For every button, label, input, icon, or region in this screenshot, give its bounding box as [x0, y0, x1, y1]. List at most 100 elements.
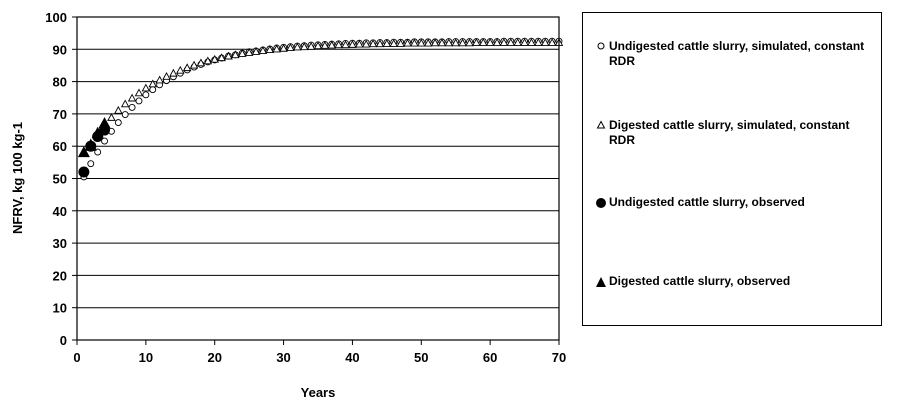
y-tick-label: 50	[53, 172, 67, 187]
data-point-open-triangle	[403, 38, 412, 47]
gridlines	[77, 48, 559, 309]
y-tick-label: 80	[53, 75, 67, 90]
data-point-open-triangle	[279, 43, 288, 52]
data-point-open-triangle	[520, 38, 529, 46]
y-axis-ticks: 0 10 20 30 40 50 60 70 80 90 100	[45, 10, 77, 348]
data-point-open-triangle	[210, 54, 219, 63]
data-point-open-triangle	[375, 39, 385, 48]
x-tick-label: 70	[552, 350, 566, 365]
data-point-open-triangle	[499, 38, 509, 46]
data-point-open-triangle	[120, 99, 130, 108]
open-triangle-marker-icon	[593, 118, 609, 130]
data-point-open-triangle	[217, 53, 226, 62]
x-axis-ticks: 0 10 20 30 40 50 60 70	[73, 340, 566, 365]
legend-item-undigested-observed: Undigested cattle slurry, observed	[593, 195, 873, 210]
legend-item-digested-simulated: Digested cattle slurry, simulated, const…	[593, 118, 873, 148]
data-point-open-circle	[128, 103, 136, 111]
data-point-open-triangle	[368, 39, 378, 48]
chart-plot: 0 10 20 30 40 50 60 70 80 90 100 0 10 20 30 40 50 60 70 Y…	[10, 10, 566, 400]
data-point-open-circle	[142, 91, 150, 99]
data-point-open-triangle	[107, 113, 116, 121]
data-point-open-triangle	[265, 45, 275, 53]
series-open-circle	[80, 37, 563, 181]
data-point-open-triangle	[231, 50, 240, 59]
filled-circle-marker-icon	[593, 195, 609, 209]
series-filled-triangle	[77, 117, 111, 158]
x-tick-label: 0	[73, 350, 80, 365]
data-point-open-triangle	[272, 44, 281, 53]
y-tick-label: 60	[53, 139, 67, 154]
y-tick-label: 30	[53, 236, 67, 251]
data-point-open-triangle	[203, 56, 213, 65]
y-tick-label: 10	[53, 301, 67, 316]
data-point-open-triangle	[127, 93, 137, 102]
data-point-open-triangle	[320, 41, 330, 49]
legend-label: Digested cattle slurry, simulated, const…	[609, 118, 850, 147]
data-point-open-triangle	[341, 40, 350, 49]
data-point-open-triangle	[244, 48, 254, 56]
data-point-open-triangle	[423, 38, 433, 47]
data-point-open-triangle	[389, 39, 399, 47]
data-point-open-triangle	[506, 38, 516, 46]
data-point-open-triangle	[306, 41, 316, 50]
data-point-open-triangle	[299, 42, 309, 51]
x-axis-title: Years	[301, 385, 336, 400]
data-point-open-triangle	[485, 38, 495, 46]
data-point-filled-triangle	[98, 117, 111, 129]
data-point-open-triangle	[382, 39, 392, 47]
data-point-filled-triangle	[91, 126, 104, 138]
series-open-triangle	[79, 38, 564, 157]
data-point-open-triangle	[182, 63, 192, 72]
data-point-open-triangle	[237, 49, 247, 57]
data-point-open-triangle	[327, 40, 337, 49]
x-tick-label: 10	[139, 350, 153, 365]
open-circle-marker-icon	[593, 39, 609, 51]
data-point-open-triangle	[444, 38, 454, 47]
data-point-open-triangle	[169, 68, 178, 77]
data-point-open-triangle	[176, 65, 185, 74]
data-point-open-triangle	[196, 58, 206, 67]
legend-label: Undigested cattle slurry, simulated, con…	[609, 39, 865, 68]
plot-frame	[76, 16, 560, 341]
data-point-open-triangle	[189, 60, 199, 69]
x-tick-label: 30	[276, 350, 290, 365]
y-tick-label: 0	[60, 333, 67, 348]
data-point-open-triangle	[148, 79, 158, 88]
y-tick-label: 70	[53, 107, 67, 122]
y-tick-label: 20	[53, 268, 67, 283]
data-point-open-triangle	[478, 38, 488, 46]
data-point-open-circle	[121, 111, 129, 118]
data-point-open-triangle	[334, 40, 343, 49]
data-point-open-circle	[114, 119, 122, 127]
data-point-open-triangle	[430, 38, 440, 47]
y-tick-label: 100	[45, 10, 67, 25]
legend: Undigested cattle slurry, simulated, con…	[582, 12, 882, 326]
data-point-open-triangle	[465, 38, 474, 47]
data-point-open-triangle	[286, 43, 295, 52]
data-point-open-triangle	[417, 38, 426, 47]
data-point-open-triangle	[134, 88, 144, 97]
data-point-open-triangle	[251, 47, 261, 55]
y-tick-label: 90	[53, 42, 67, 57]
data-point-open-triangle	[534, 38, 543, 46]
filled-triangle-marker-icon	[593, 274, 609, 288]
data-series	[77, 37, 564, 181]
data-point-open-circle	[101, 137, 108, 145]
data-point-open-triangle	[396, 39, 405, 47]
data-point-open-circle	[87, 160, 95, 168]
data-point-open-triangle	[155, 75, 164, 84]
data-point-filled-triangle	[77, 146, 90, 158]
data-point-open-triangle	[224, 51, 233, 60]
data-point-open-triangle	[451, 38, 460, 47]
data-point-open-triangle	[355, 39, 364, 48]
y-tick-label: 40	[53, 204, 67, 219]
x-tick-label: 60	[483, 350, 497, 365]
legend-item-digested-observed: Digested cattle slurry, observed	[593, 274, 873, 289]
data-point-open-circle	[135, 97, 143, 105]
x-tick-label: 20	[207, 350, 221, 365]
data-point-open-triangle	[540, 38, 550, 46]
data-point-open-triangle	[410, 38, 419, 47]
data-point-open-triangle	[472, 38, 481, 46]
legend-label: Undigested cattle slurry, observed	[609, 195, 805, 209]
data-point-open-triangle	[437, 38, 447, 47]
